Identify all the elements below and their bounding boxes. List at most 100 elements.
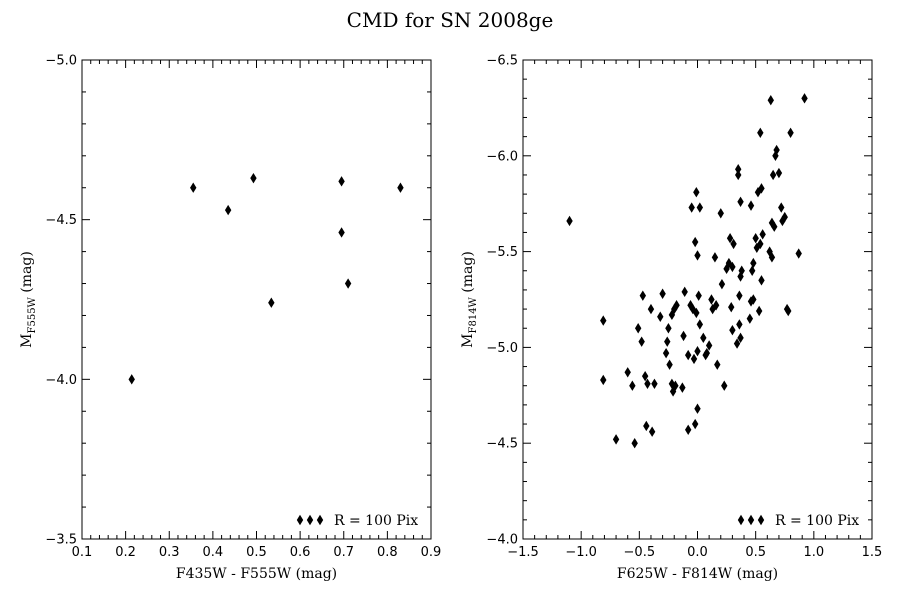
data-point: [712, 300, 720, 311]
x-axis-label: F435W - F555W (mag): [176, 566, 337, 582]
data-point: [757, 238, 764, 250]
legend-marker: [316, 514, 324, 526]
data-point: [781, 211, 788, 223]
data-point: [757, 127, 764, 139]
y-axis-label: MF555W (mag): [19, 251, 38, 348]
data-point: [693, 307, 700, 319]
data-point: [128, 374, 135, 385]
data-point: [666, 359, 673, 370]
data-point: [612, 434, 620, 445]
legend-label: R = 100 Pix: [334, 513, 418, 529]
data-point: [669, 386, 677, 397]
data-point: [344, 278, 352, 289]
data-point: [708, 294, 715, 305]
data-point: [759, 229, 766, 240]
data-point: [735, 169, 742, 181]
data-point: [684, 349, 692, 361]
data-point: [718, 278, 726, 290]
y-tick-label: −6.0: [486, 149, 518, 164]
data-point: [696, 319, 704, 330]
data-point: [693, 187, 700, 198]
data-point: [668, 309, 676, 321]
x-tick-label: 0.1: [72, 545, 93, 560]
data-point: [268, 297, 275, 308]
y-axis-label-unit: (mag): [460, 251, 476, 297]
legend-marker: [747, 514, 755, 526]
legend-marker: [757, 514, 765, 526]
legend-marker: [306, 514, 314, 526]
data-point: [694, 403, 701, 414]
data-point: [566, 215, 573, 227]
data-point: [735, 164, 742, 175]
plot-frame: [522, 59, 873, 540]
y-axis-label-unit: (mag): [19, 251, 35, 297]
x-tick-label: 0.6: [290, 545, 311, 560]
right-panel: −1.5 −1.0 −0.5 0.0 0.5 1.0 1.5 −6.5 −6.0 −5.5 −5.0…: [460, 54, 882, 583]
data-point: [717, 208, 724, 219]
data-point: [767, 95, 774, 106]
data-point: [688, 202, 695, 213]
figure-title: CMD for SN 2008ge: [346, 8, 554, 32]
data-point: [754, 187, 762, 198]
data-point: [755, 305, 763, 317]
x-axis-label: F625W - F814W (mag): [617, 566, 778, 582]
y-tick-label: −4.0: [486, 533, 518, 548]
plot-frame: [81, 59, 432, 540]
x-tick-label: 1.5: [862, 545, 883, 560]
data-point: [758, 183, 765, 194]
data-point: [714, 359, 721, 370]
data-point: [694, 250, 701, 261]
x-tick-label: 0.4: [203, 545, 224, 560]
y-axis-label-subscript: F555W: [27, 296, 38, 333]
left-panel: 0.1 0.2 0.3 0.4 0.5 0.6 0.7 0.8 0.9 −5.0 −4.5 −4.0 −…: [19, 54, 441, 583]
data-point: [250, 172, 257, 184]
data-point: [629, 380, 636, 391]
data-point: [730, 238, 737, 250]
data-point: [644, 378, 651, 390]
data-point: [695, 290, 702, 301]
data-point: [624, 367, 631, 378]
data-point: [668, 378, 676, 390]
data-point: [224, 204, 232, 216]
data-point: [641, 370, 649, 382]
data-point: [651, 378, 658, 390]
y-tick-label: −4.5: [486, 437, 518, 452]
data-point: [736, 290, 743, 301]
data-point: [338, 227, 345, 238]
data-point: [747, 200, 755, 211]
data-point: [753, 242, 761, 253]
y-axis-label-main: M: [19, 333, 35, 347]
y-tick-label: −5.5: [486, 245, 518, 260]
data-point: [775, 167, 783, 179]
x-tick-label: −0.5: [624, 545, 656, 560]
x-tick-label: 0.7: [333, 545, 354, 560]
data-point: [747, 296, 755, 307]
data-point: [736, 319, 743, 330]
data-point: [665, 323, 672, 334]
data-point: [631, 438, 638, 449]
data-point: [671, 303, 678, 315]
data-point: [787, 127, 794, 139]
data-point: [738, 265, 745, 276]
data-point: [659, 288, 666, 299]
x-tick-label: 0.5: [745, 545, 766, 560]
data-point: [711, 252, 719, 263]
y-axis-label-main: M: [460, 333, 476, 347]
data-point: [690, 353, 698, 365]
data-point: [750, 294, 757, 305]
x-tick-label: −1.5: [507, 545, 539, 560]
data-point: [672, 380, 679, 391]
data-point: [338, 176, 345, 187]
y-tick-label: −3.5: [45, 533, 77, 548]
y-axis-label: MF814W (mag): [460, 251, 479, 348]
data-point: [691, 236, 699, 248]
y-tick-label: −6.5: [486, 54, 518, 69]
data-point: [638, 336, 645, 347]
legend-marker: [296, 514, 304, 526]
data-point: [681, 286, 688, 298]
data-point: [190, 182, 197, 193]
data-point: [662, 347, 670, 359]
data-point: [664, 336, 671, 347]
data-point: [694, 346, 701, 357]
